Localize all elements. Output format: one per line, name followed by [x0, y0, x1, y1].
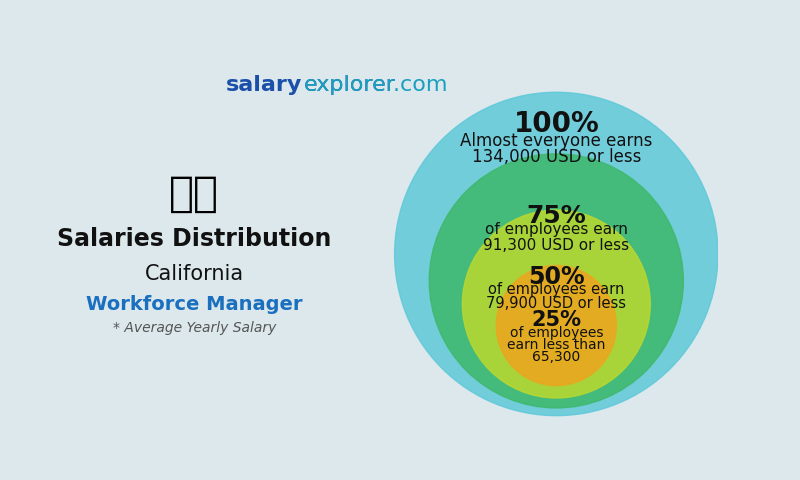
Text: 🇺🇸: 🇺🇸: [170, 173, 219, 215]
Circle shape: [430, 154, 683, 408]
Text: 100%: 100%: [514, 110, 599, 138]
Circle shape: [394, 92, 718, 416]
Text: 134,000 USD or less: 134,000 USD or less: [472, 148, 641, 167]
Text: 91,300 USD or less: 91,300 USD or less: [483, 238, 630, 253]
Text: of employees: of employees: [510, 325, 603, 339]
Text: 25%: 25%: [531, 310, 582, 330]
Text: of employees earn: of employees earn: [485, 222, 628, 238]
Text: salary: salary: [226, 74, 302, 95]
Circle shape: [462, 210, 650, 398]
Text: 50%: 50%: [528, 265, 585, 289]
Text: Almost everyone earns: Almost everyone earns: [460, 132, 653, 150]
Text: * Average Yearly Salary: * Average Yearly Salary: [113, 321, 276, 335]
Text: Workforce Manager: Workforce Manager: [86, 295, 302, 314]
Text: explorer: explorer: [304, 74, 396, 95]
Circle shape: [496, 265, 616, 385]
Text: California: California: [145, 264, 244, 284]
Text: 79,900 USD or less: 79,900 USD or less: [486, 296, 626, 312]
Text: 65,300: 65,300: [532, 350, 581, 364]
Text: earn less than: earn less than: [507, 338, 606, 352]
Text: 75%: 75%: [526, 204, 586, 228]
Text: Salaries Distribution: Salaries Distribution: [58, 227, 331, 251]
Text: explorer.com: explorer.com: [304, 74, 448, 95]
Text: of employees earn: of employees earn: [488, 282, 625, 298]
